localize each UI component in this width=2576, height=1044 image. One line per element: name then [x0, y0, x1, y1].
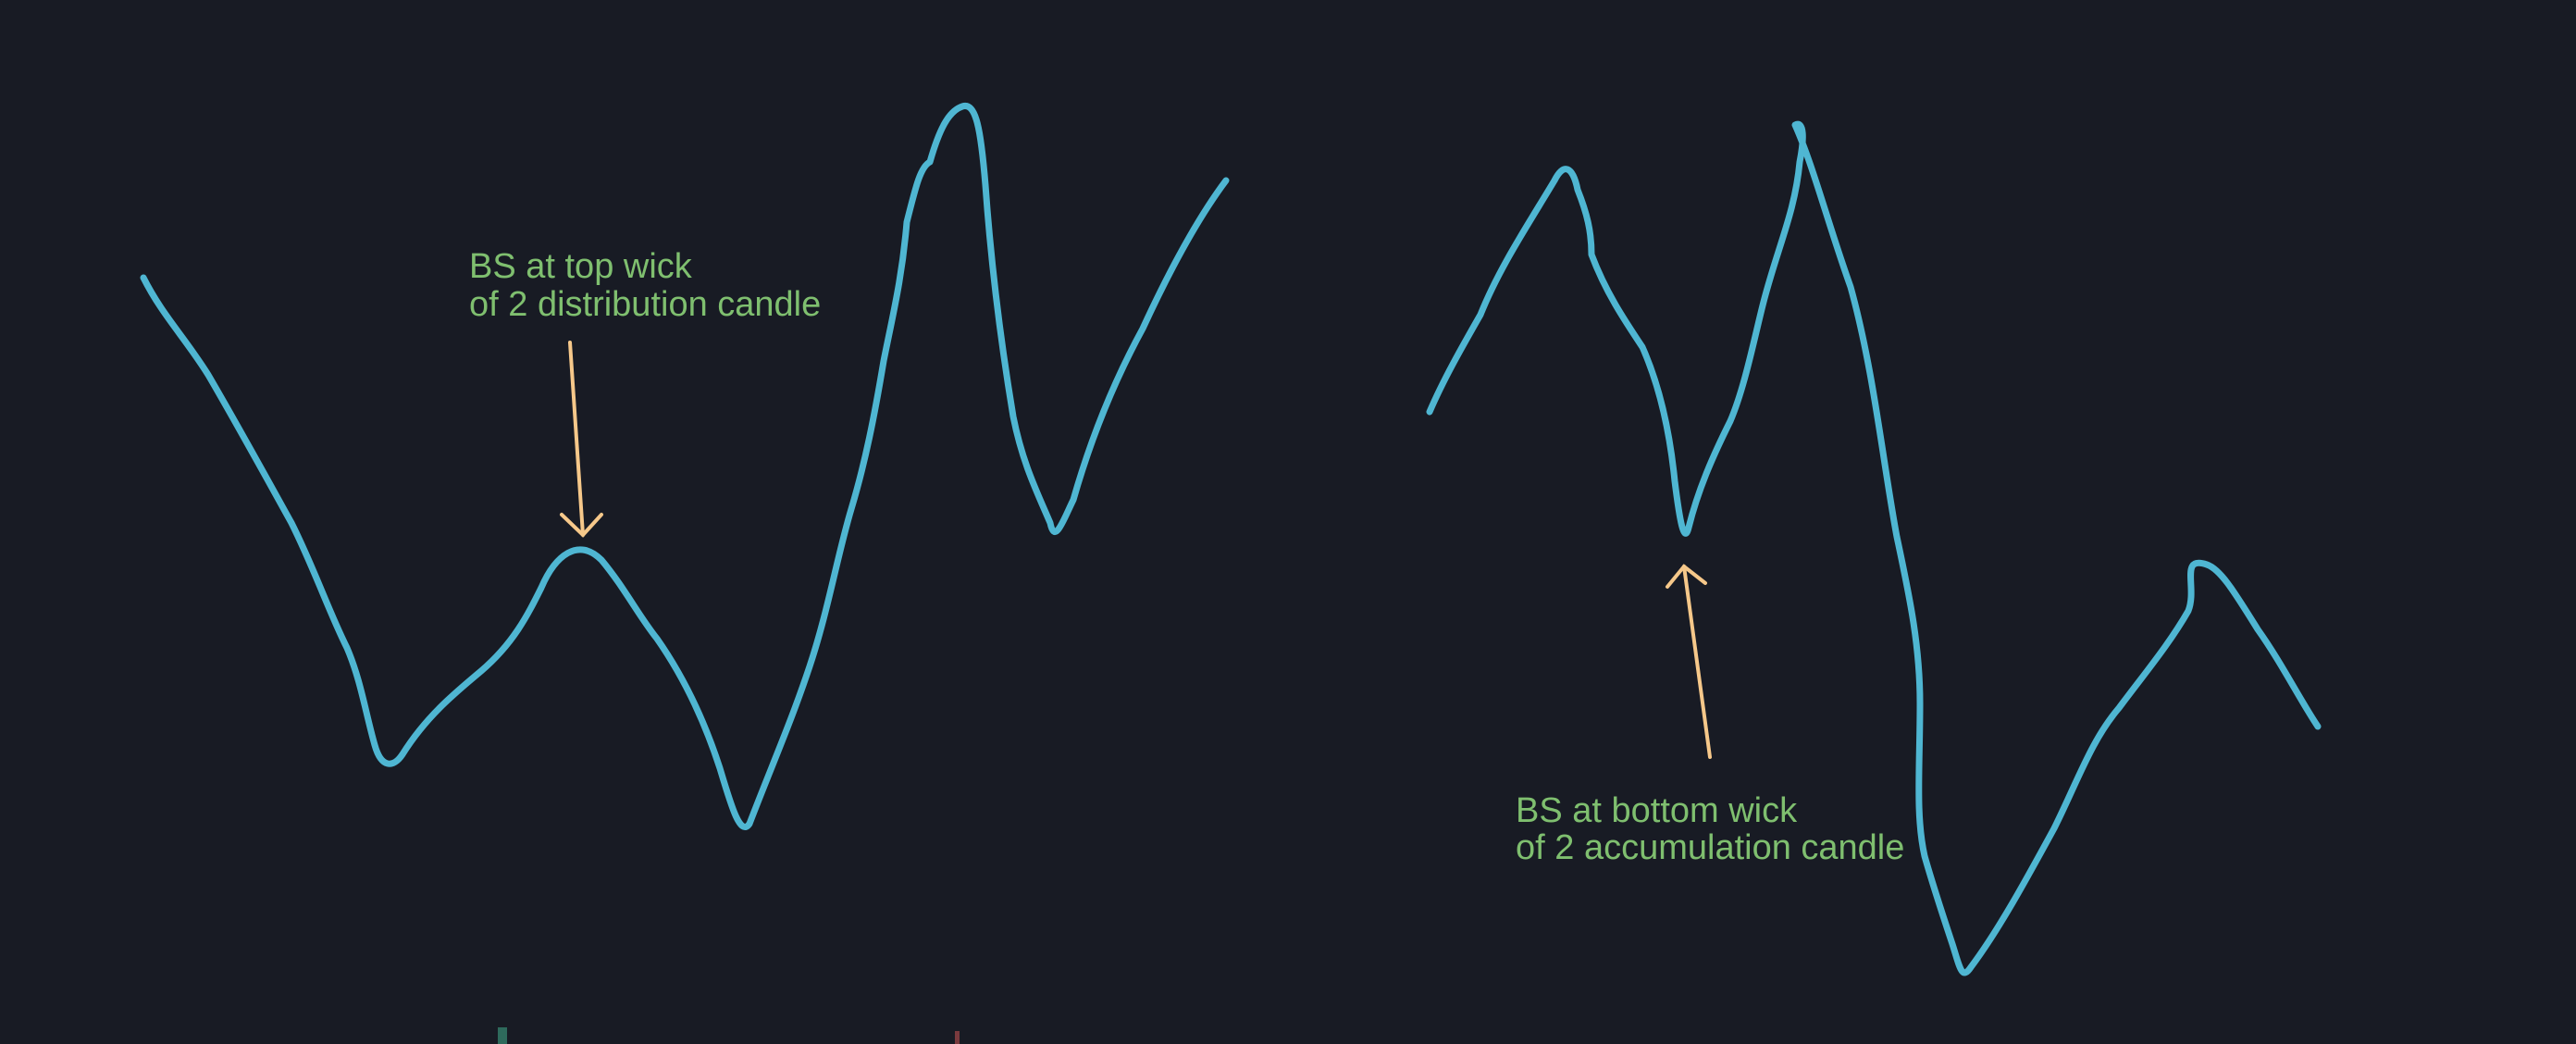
arrow-down-icon — [560, 341, 603, 538]
annotation-distribution-line1: BS at top wick — [469, 247, 693, 286]
annotation-distribution: BS at top wick of 2 distribution candle — [469, 247, 821, 324]
arrow-head — [560, 513, 603, 538]
candle-stub-up — [498, 1027, 507, 1044]
annotation-accumulation: BS at bottom wick of 2 accumulation cand… — [1516, 791, 1904, 867]
arrow-head — [1666, 564, 1707, 589]
arrow-up-icon — [1666, 564, 1712, 759]
price-path-left — [140, 103, 1230, 830]
arrow-shaft — [1682, 565, 1712, 759]
price-path-right — [1426, 120, 2322, 976]
annotation-distribution-line2: of 2 distribution candle — [469, 285, 821, 324]
arrow-shaft — [568, 341, 585, 537]
annotation-accumulation-line2: of 2 accumulation candle — [1516, 828, 1904, 867]
candle-stub-down — [955, 1031, 960, 1044]
annotation-accumulation-line1: BS at bottom wick — [1516, 791, 1798, 830]
